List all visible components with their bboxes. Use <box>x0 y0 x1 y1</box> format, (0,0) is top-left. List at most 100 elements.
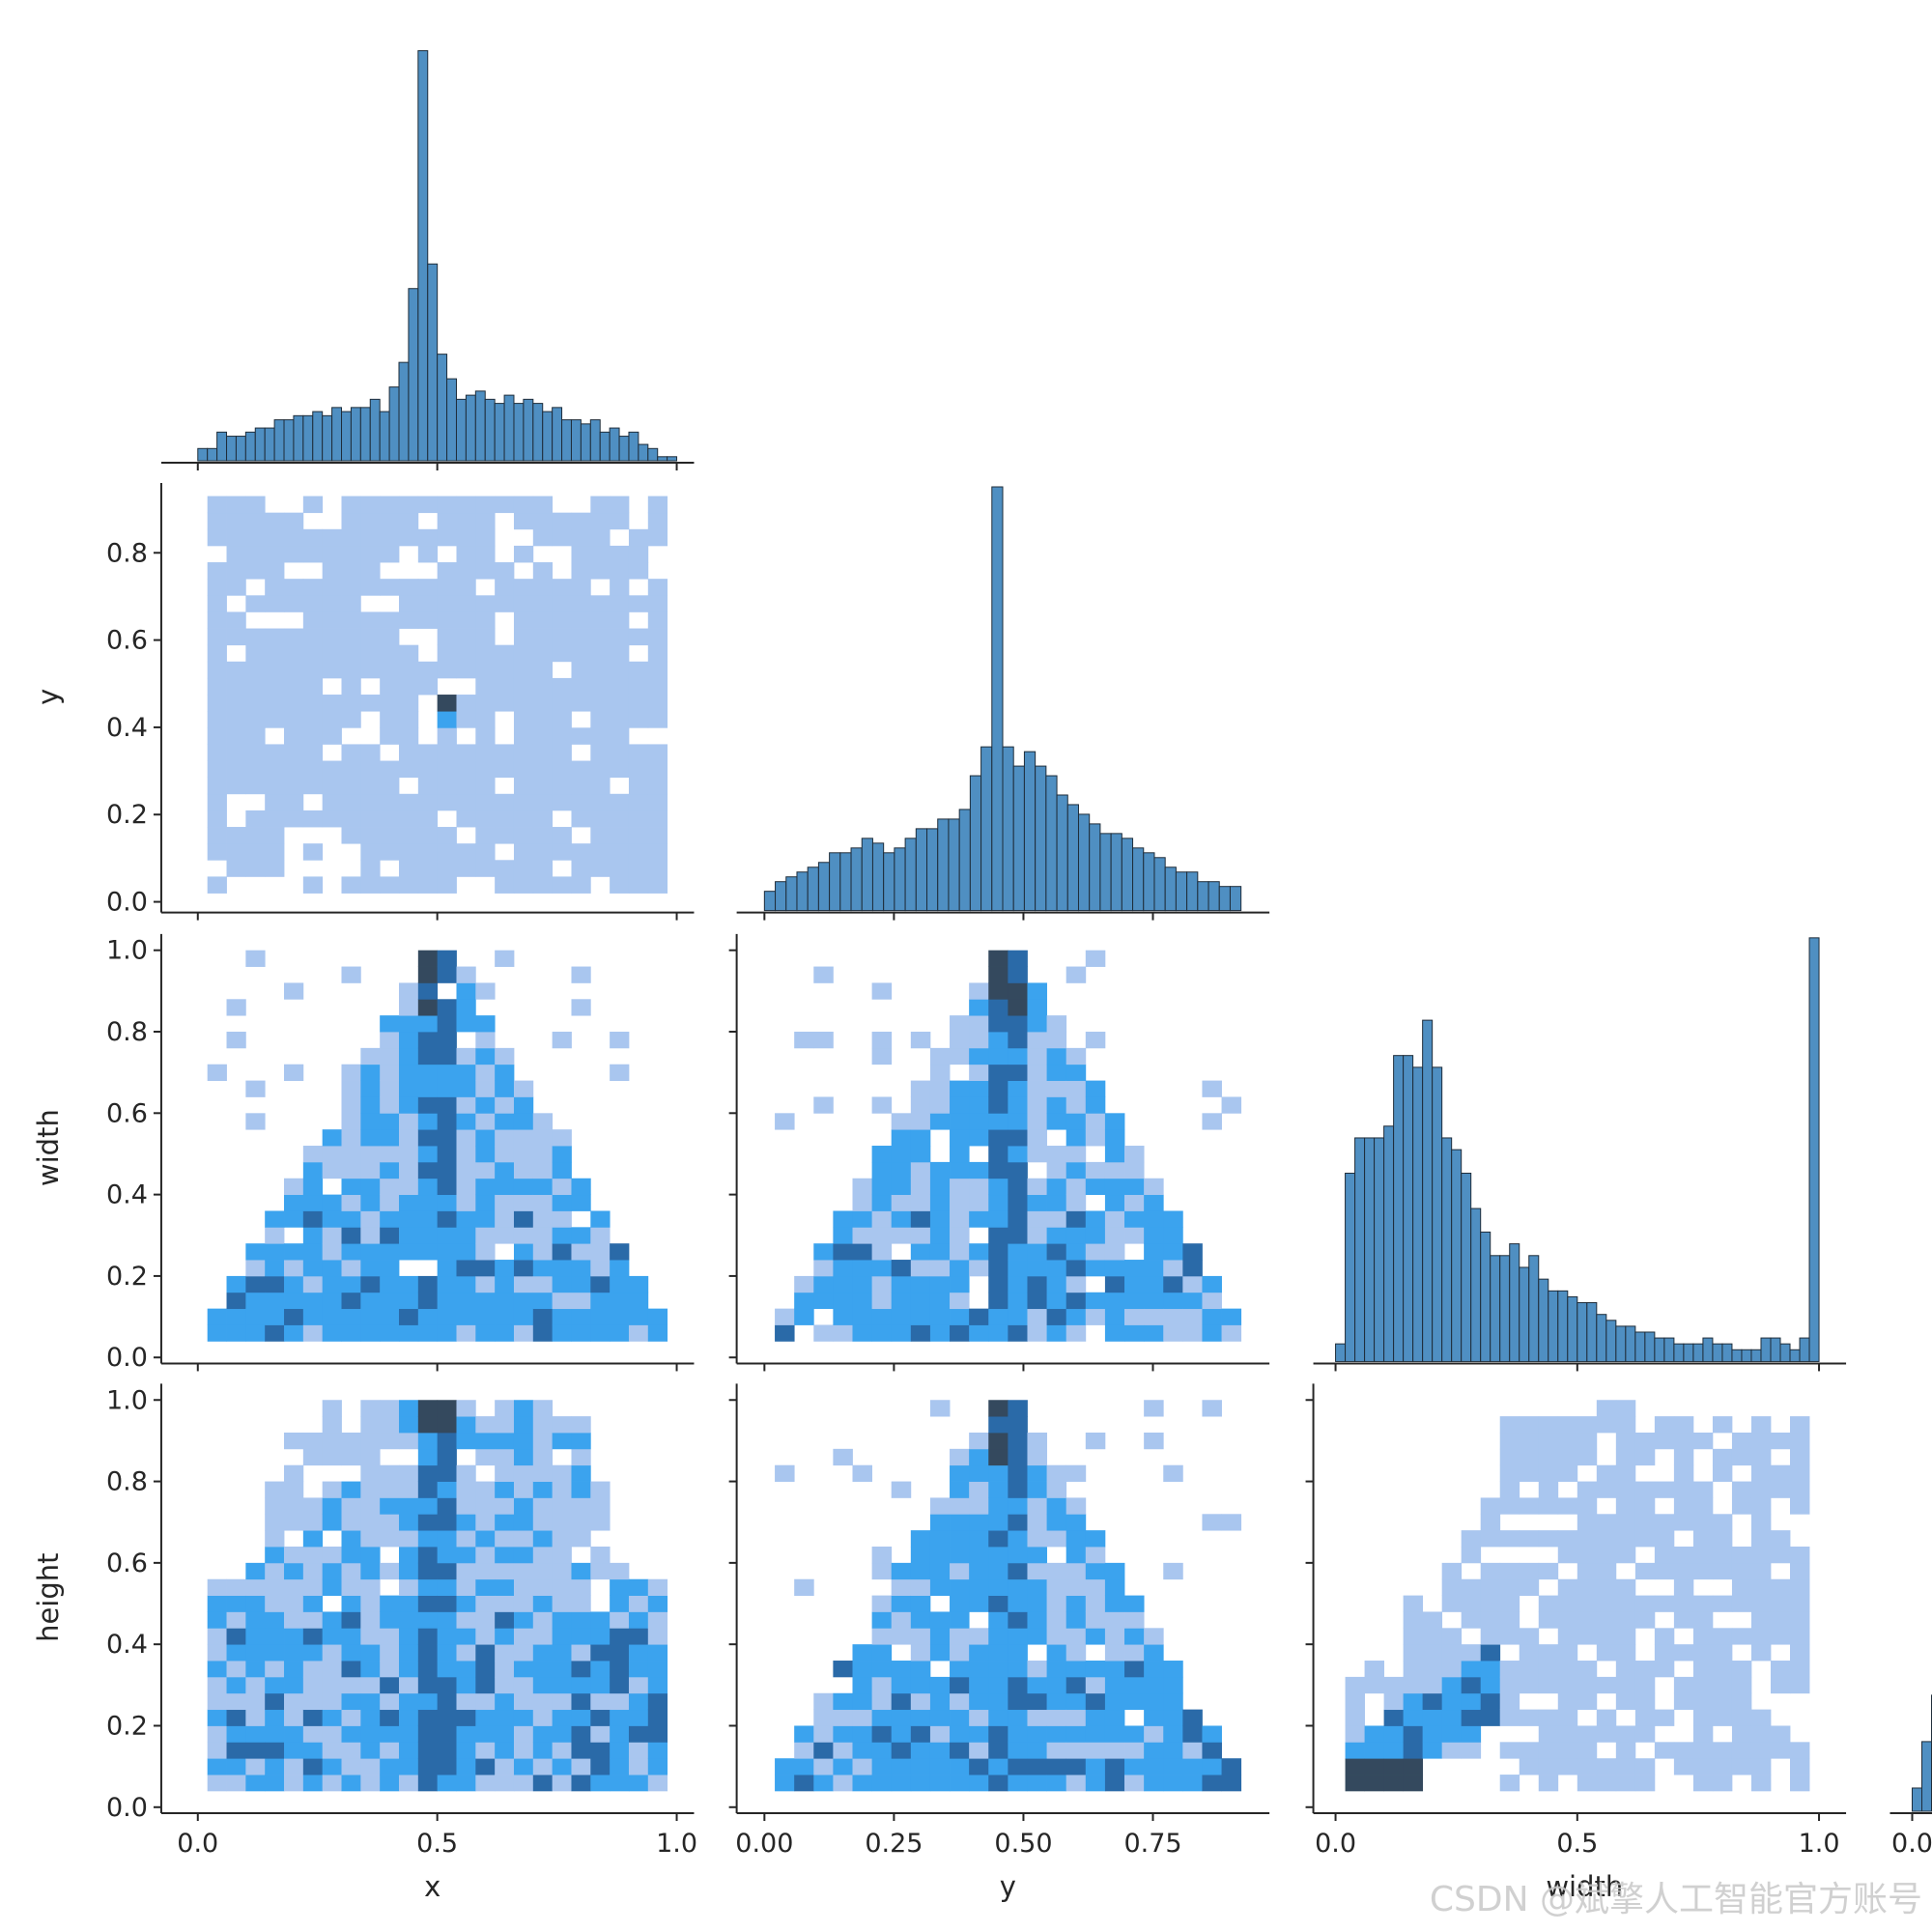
heat-cell-x-width <box>322 1308 342 1325</box>
heat-cell-y-height <box>891 1742 912 1759</box>
heat-cell-x-height <box>207 1578 227 1596</box>
heat-cell-y-height <box>1065 1595 1087 1612</box>
heat-cell-width-height <box>1538 1448 1559 1466</box>
heat-cell-x-y <box>610 876 630 894</box>
heat-cell-y-width <box>852 1260 873 1277</box>
x-tick-label: 0.75 <box>1123 1829 1181 1859</box>
heat-cell-y-width <box>871 1194 893 1211</box>
heat-cell-x-y <box>610 860 630 877</box>
heat-cell-y-height <box>1027 1481 1047 1498</box>
heat-cell-x-y <box>207 628 227 646</box>
heat-cell-y-width <box>833 1275 853 1293</box>
heat-cell-y-width <box>891 1260 912 1277</box>
heat-cell-width-height <box>1499 1432 1520 1450</box>
heat-cell-x-width <box>399 1146 419 1163</box>
heat-cell-y-height <box>950 1676 970 1694</box>
heat-cell-x-height <box>552 1578 572 1596</box>
heat-cell-y-height <box>988 1742 1009 1759</box>
heat-cell-x-width <box>341 1308 361 1325</box>
heat-cell-y-width <box>871 1243 893 1261</box>
heat-cell-x-height <box>417 1611 439 1629</box>
heat-cell-x-y <box>265 644 285 663</box>
heat-cell-y-height <box>1046 1775 1067 1792</box>
heat-cell-x-height <box>437 1628 457 1645</box>
heat-cell-y-height <box>1085 1628 1106 1645</box>
heat-cell-x-y <box>207 810 227 828</box>
hist-bar-x <box>283 419 295 462</box>
heat-cell-x-height <box>207 1611 227 1629</box>
heat-cell-y-height <box>969 1709 989 1726</box>
heat-cell-y-width <box>910 1161 931 1179</box>
heat-cell-x-width <box>226 1292 246 1310</box>
heat-cell-y-width <box>1163 1324 1183 1342</box>
heat-cell-x-height <box>532 1709 554 1726</box>
heat-cell-x-y <box>265 695 285 712</box>
heat-cell-y-height <box>1027 1692 1047 1711</box>
heat-cell-y-height <box>1182 1758 1203 1776</box>
heat-cell-x-width <box>360 1178 381 1196</box>
heat-cell-x-height <box>302 1725 324 1743</box>
heat-cell-x-y <box>552 760 572 779</box>
heat-cell-width-height <box>1441 1578 1463 1596</box>
heat-cell-x-width <box>399 1292 419 1310</box>
heat-cell-y-width <box>988 1194 1009 1211</box>
y-tick-label: 0.8 <box>106 538 148 568</box>
heat-cell-x-height <box>437 1547 457 1564</box>
heat-cell-x-width <box>380 1096 400 1114</box>
heat-cell-x-height <box>380 1742 400 1759</box>
heat-cell-x-y <box>475 777 496 795</box>
heat-cell-x-y <box>380 528 400 547</box>
heat-cell-x-height <box>456 1661 476 1678</box>
heat-cell-width-height <box>1634 1692 1656 1711</box>
heat-cell-x-height <box>417 1725 439 1743</box>
heat-cell-x-width <box>341 1064 361 1081</box>
heat-cell-x-y <box>207 512 227 530</box>
heat-cell-x-y <box>495 661 515 679</box>
heat-cell-width-height <box>1712 1709 1733 1726</box>
heat-cell-x-width <box>495 950 515 967</box>
heat-cell-width-height <box>1634 1481 1656 1498</box>
hist-bar-x <box>359 407 371 462</box>
heat-cell-width-height <box>1499 1595 1520 1612</box>
heat-cell-x-height <box>475 1661 496 1678</box>
hist-bar-x <box>244 431 256 462</box>
heat-cell-width-height <box>1750 1497 1772 1515</box>
heat-cell-y-width <box>1008 1210 1028 1228</box>
heat-cell-width-height <box>1461 1709 1482 1726</box>
heat-cell-x-y <box>207 793 227 811</box>
heat-cell-x-width <box>610 1292 630 1310</box>
heat-cell-width-height <box>1790 1562 1810 1580</box>
heat-cell-x-y <box>380 793 400 811</box>
heat-cell-width-height <box>1557 1464 1578 1482</box>
heat-cell-x-height <box>437 1692 457 1711</box>
heat-cell-x-height <box>245 1709 266 1726</box>
heat-cell-x-y <box>456 512 476 530</box>
heat-cell-x-width <box>417 982 439 1000</box>
heat-cell-y-height <box>891 1611 912 1629</box>
heat-cell-x-y <box>437 579 457 596</box>
heat-cell-x-y <box>417 545 439 563</box>
heat-cell-width-height <box>1790 1644 1810 1662</box>
heat-cell-x-height <box>590 1481 611 1498</box>
heat-cell-x-width <box>513 1194 534 1211</box>
heat-cell-x-height <box>417 1742 439 1759</box>
heat-cell-x-y <box>571 644 591 663</box>
heat-cell-width-height <box>1364 1661 1385 1678</box>
heat-cell-x-height <box>456 1742 476 1759</box>
heat-cell-x-height <box>495 1611 515 1629</box>
heat-cell-y-height <box>1027 1628 1047 1645</box>
heat-cell-x-height <box>380 1595 400 1612</box>
heat-cell-y-width <box>1085 1161 1106 1179</box>
heat-cell-x-y <box>647 827 668 844</box>
heat-cell-y-width <box>950 1096 970 1114</box>
heat-cell-y-height <box>1202 1400 1222 1417</box>
heat-cell-y-height <box>1008 1725 1028 1743</box>
heat-cell-x-height <box>380 1497 400 1515</box>
heat-cell-y-width <box>891 1308 912 1325</box>
heat-cell-x-height <box>417 1758 439 1776</box>
heat-cell-y-width <box>950 1129 970 1147</box>
heat-cell-x-y <box>456 661 476 679</box>
heat-cell-width-height <box>1403 1758 1424 1776</box>
heat-cell-x-width <box>456 1096 476 1114</box>
heat-cell-x-width <box>399 1194 419 1211</box>
